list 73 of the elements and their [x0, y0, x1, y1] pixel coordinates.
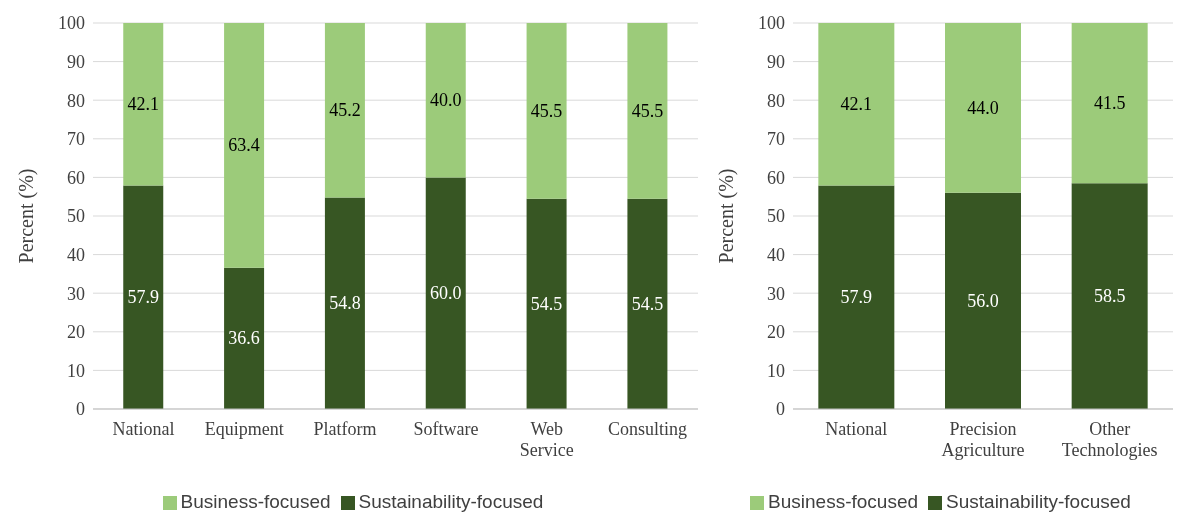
y-tick-label: 100 — [58, 13, 85, 34]
y-tick-label: 90 — [67, 51, 85, 72]
y-tick-label: 0 — [76, 399, 85, 420]
legend-label: Sustainability-focused — [946, 491, 1131, 512]
bar — [945, 192, 1021, 409]
bar — [818, 23, 895, 186]
data-label: 45.5 — [530, 100, 563, 121]
y-tick-label: 50 — [67, 206, 85, 227]
bar — [818, 185, 895, 409]
data-label: 56.0 — [967, 290, 999, 311]
legend-label: Business-focused — [180, 491, 331, 512]
y-tick-label: 60 — [767, 167, 785, 188]
data-label: 54.5 — [631, 293, 664, 314]
x-tick-label: Other Technologies — [1061, 419, 1158, 460]
data-label: 58.5 — [1093, 286, 1126, 307]
bar — [425, 177, 466, 409]
bar — [123, 23, 164, 186]
x-tick-label: Consulting — [608, 419, 688, 439]
x-tick-label: National — [825, 419, 888, 439]
x-tick-label: Precision Agriculture — [941, 419, 1025, 460]
y-tick-label: 80 — [767, 90, 785, 111]
data-label: 42.1 — [127, 94, 159, 115]
bar — [526, 198, 567, 409]
legend-label: Business-focused — [768, 491, 919, 512]
y-axis-title: Percent (%) — [715, 168, 739, 264]
bar — [526, 23, 567, 199]
legend-label: Sustainability-focused — [358, 491, 544, 512]
data-label: 57.9 — [127, 287, 159, 308]
y-tick-label: 70 — [67, 129, 85, 150]
y-tick-label: 40 — [767, 244, 785, 265]
data-label: 44.0 — [967, 97, 999, 118]
y-tick-label: 70 — [767, 129, 785, 150]
data-label: 60.0 — [430, 283, 462, 304]
y-tick-label: 60 — [67, 167, 85, 188]
data-label: 41.5 — [1093, 93, 1126, 114]
bar — [224, 267, 265, 409]
x-tick-label: Software — [413, 419, 479, 439]
y-tick-label: 100 — [758, 13, 785, 34]
bar — [425, 23, 466, 178]
y-tick-label: 30 — [67, 283, 85, 304]
data-label: 45.2 — [329, 100, 361, 121]
data-label: 54.5 — [530, 293, 563, 314]
y-tick-label: 90 — [767, 51, 785, 72]
data-label: 45.5 — [631, 100, 664, 121]
bar — [324, 23, 365, 198]
y-tick-label: 40 — [67, 244, 85, 265]
data-label: 42.1 — [840, 94, 873, 115]
y-tick-label: 80 — [67, 90, 85, 111]
data-label: 57.9 — [840, 287, 873, 308]
bar — [123, 185, 164, 409]
bar — [1071, 23, 1148, 184]
data-label: 40.0 — [430, 90, 462, 111]
x-tick-label: Web Service — [519, 419, 574, 460]
data-label: 36.6 — [228, 328, 260, 349]
x-tick-label: National — [112, 419, 175, 439]
y-tick-label: 20 — [67, 322, 85, 343]
y-tick-label: 20 — [767, 322, 785, 343]
y-tick-label: 50 — [767, 206, 785, 227]
y-tick-label: 10 — [767, 360, 785, 381]
bar — [1071, 183, 1148, 409]
y-axis-title: Percent (%) — [15, 168, 39, 264]
x-tick-label: Equipment — [204, 419, 284, 439]
bar — [627, 198, 668, 409]
bar — [324, 197, 365, 409]
y-tick-label: 10 — [67, 360, 85, 381]
y-tick-label: 0 — [776, 399, 785, 420]
bar — [945, 23, 1021, 193]
y-tick-label: 30 — [767, 283, 785, 304]
x-tick-label: Platform — [313, 419, 377, 439]
data-label: 63.4 — [228, 135, 260, 156]
data-label: 54.8 — [329, 293, 361, 314]
bar — [627, 23, 668, 199]
bar — [224, 23, 265, 268]
